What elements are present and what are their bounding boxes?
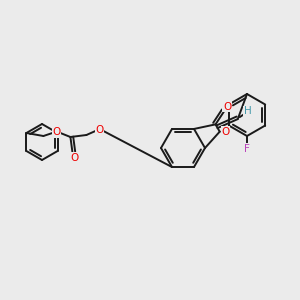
Text: O: O	[95, 125, 104, 135]
Text: O: O	[95, 125, 104, 135]
Text: F: F	[244, 144, 250, 154]
Text: O: O	[223, 102, 231, 112]
Text: O: O	[70, 153, 79, 163]
Text: O: O	[222, 127, 230, 137]
Text: H: H	[244, 106, 252, 116]
Text: O: O	[52, 127, 61, 137]
